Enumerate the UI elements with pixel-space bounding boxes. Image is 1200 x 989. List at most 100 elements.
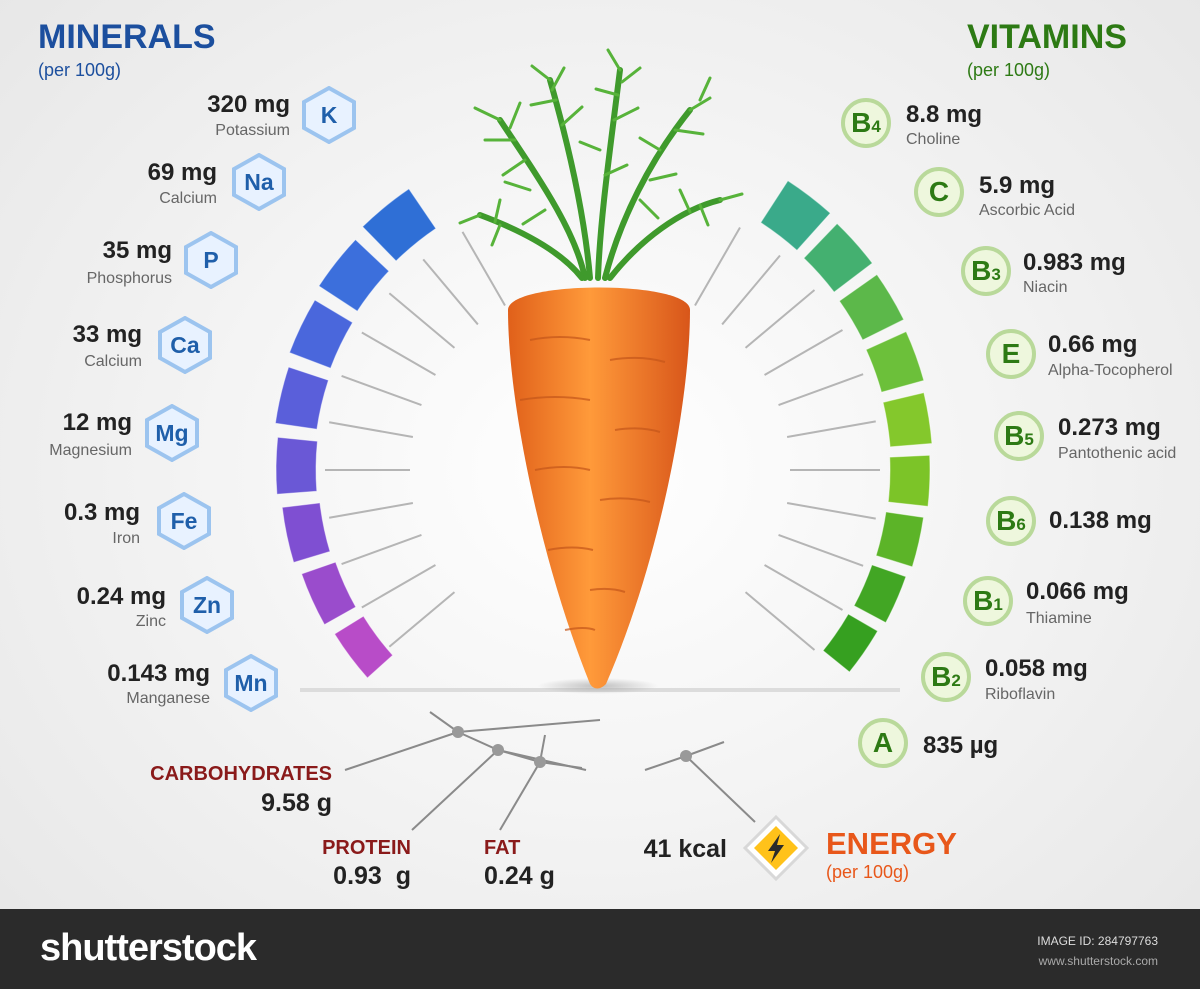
mineral-amount: 0.24 mg bbox=[76, 583, 166, 610]
vitamin-gauge-segment bbox=[838, 273, 905, 341]
vitamin-letter: B6 bbox=[996, 505, 1026, 536]
vitamin-circle-badge: C bbox=[913, 166, 965, 218]
fat-value: 0.24 g bbox=[484, 862, 555, 890]
minerals-title: MINERALS bbox=[38, 18, 216, 56]
vitamin-amount: 0.058 mg bbox=[985, 655, 1088, 682]
mineral-symbol: P bbox=[203, 247, 219, 273]
mineral-gauge-segment bbox=[318, 238, 390, 312]
vitamin-gauge-segment bbox=[887, 454, 931, 507]
vitamin-tick bbox=[721, 254, 781, 326]
mineral-tick bbox=[461, 231, 506, 306]
vitamin-gauge-segment bbox=[853, 564, 907, 624]
vitamin-amount: 0.983 mg bbox=[1023, 249, 1126, 276]
vitamin-amount: 0.138 mg bbox=[1049, 507, 1152, 534]
carrot-root bbox=[508, 287, 690, 689]
mineral-symbol: Mg bbox=[155, 420, 189, 446]
mineral-tick bbox=[341, 375, 422, 406]
vitamin-gauge-segment bbox=[865, 330, 925, 393]
vitamin-tick bbox=[764, 329, 843, 376]
carrot-illustration bbox=[458, 48, 744, 694]
mineral-hexagon-badge: Zn bbox=[178, 575, 236, 635]
vitamin-circle-badge: B4 bbox=[840, 97, 892, 149]
vitamin-tick bbox=[786, 420, 876, 438]
vitamin-tick bbox=[778, 534, 864, 567]
brand-logo: shutterstock bbox=[40, 927, 257, 969]
mineral-tick bbox=[388, 591, 456, 648]
vitamin-letter: B2 bbox=[931, 661, 961, 692]
vitamin-name: Riboflavin bbox=[985, 686, 1056, 703]
artwork bbox=[274, 48, 933, 831]
mineral-gauge-segment bbox=[281, 502, 331, 564]
vitamin-tick bbox=[764, 564, 843, 611]
mineral-hexagon-badge: Ca bbox=[156, 315, 214, 375]
image-id: IMAGE ID: 284797763 bbox=[1037, 934, 1158, 948]
mineral-tick bbox=[341, 534, 422, 565]
fat-label: FAT bbox=[484, 837, 521, 859]
mineral-name: Potassium bbox=[215, 122, 290, 139]
vitamin-gauge-segment bbox=[822, 613, 879, 673]
vitamin-letter: C bbox=[928, 176, 950, 207]
energy-title: ENERGY bbox=[826, 826, 957, 861]
vitamin-gauge-segment bbox=[803, 222, 874, 293]
vitamin-letter: B4 bbox=[851, 107, 881, 138]
mineral-gauge-segment bbox=[300, 561, 357, 626]
carrot-leaves bbox=[458, 48, 744, 281]
vitamin-circle-badge: B1 bbox=[962, 575, 1014, 627]
mineral-name: Phosphorus bbox=[86, 270, 172, 287]
mineral-amount: 0.3 mg bbox=[63, 499, 140, 526]
protein-value: 0.93 g bbox=[333, 862, 411, 890]
vitamin-amount: 0.273 mg bbox=[1058, 414, 1161, 441]
mineral-gauge-segment bbox=[333, 615, 394, 679]
mineral-tick bbox=[329, 421, 414, 438]
mineral-tick bbox=[329, 502, 414, 519]
vitamin-letter: B1 bbox=[973, 585, 1003, 616]
mineral-symbol: Ca bbox=[170, 332, 200, 358]
mineral-amount: 12 mg bbox=[62, 409, 132, 436]
vitamin-tick bbox=[744, 289, 816, 349]
vitamin-amount: 5.9 mg bbox=[979, 172, 1056, 199]
mineral-hexagon-badge: K bbox=[300, 85, 358, 145]
vitamin-circle-badge: A bbox=[857, 717, 909, 769]
vitamin-name: Thiamine bbox=[1026, 610, 1092, 627]
vitamin-tick bbox=[694, 227, 741, 306]
protein-label: PROTEIN bbox=[322, 837, 411, 859]
lightning-icon bbox=[742, 814, 810, 882]
site-url: www.shutterstock.com bbox=[1038, 954, 1158, 968]
vitamin-name: Ascorbic Acid bbox=[979, 202, 1076, 219]
mineral-tick bbox=[361, 564, 436, 609]
vitamin-gauge-segment bbox=[759, 179, 832, 252]
mineral-gauge bbox=[274, 188, 437, 679]
mineral-hexagon-badge: Na bbox=[230, 152, 288, 212]
macro-leader-lines bbox=[344, 711, 756, 831]
mineral-amount: 33 mg bbox=[72, 321, 142, 348]
mineral-tick bbox=[388, 292, 456, 349]
vitamin-circle-badge: B2 bbox=[920, 651, 972, 703]
vitamin-tick bbox=[786, 502, 876, 520]
vitamin-letter: B5 bbox=[1004, 420, 1034, 451]
mineral-amount: 0.143 mg bbox=[107, 660, 210, 687]
vitamin-circle-badge: B5 bbox=[993, 410, 1045, 462]
vitamin-amount: 8.8 mg bbox=[906, 101, 983, 128]
vitamin-letter: A bbox=[872, 727, 894, 758]
footer-bar: shutterstock IMAGE ID: 284797763 www.shu… bbox=[0, 909, 1200, 989]
mineral-name: Manganese bbox=[126, 690, 210, 707]
mineral-amount: 69 mg bbox=[147, 159, 217, 186]
mineral-name: Calcium bbox=[84, 353, 142, 370]
mineral-symbol: Fe bbox=[170, 508, 198, 534]
vitamin-name: Choline bbox=[906, 131, 961, 148]
carbohydrates-value: 9.58 g bbox=[261, 789, 332, 817]
vitamin-name: Alpha-Tocopherol bbox=[1048, 362, 1173, 379]
vitamin-amount: 835 µg bbox=[923, 732, 999, 759]
vitamin-name: Pantothenic acid bbox=[1058, 445, 1177, 462]
energy-value: 41 kcal bbox=[643, 835, 727, 863]
mineral-name: Zinc bbox=[135, 613, 166, 630]
vitamin-circle-badge: B3 bbox=[960, 245, 1012, 297]
mineral-symbol: Mn bbox=[234, 670, 268, 696]
vitamin-gauge-segment bbox=[875, 511, 925, 568]
mineral-name: Calcium bbox=[159, 190, 217, 207]
mineral-name: Magnesium bbox=[49, 442, 132, 459]
vitamin-amount: 0.66 mg bbox=[1048, 331, 1138, 358]
mineral-tick bbox=[422, 258, 479, 326]
vitamin-tick bbox=[744, 591, 816, 651]
